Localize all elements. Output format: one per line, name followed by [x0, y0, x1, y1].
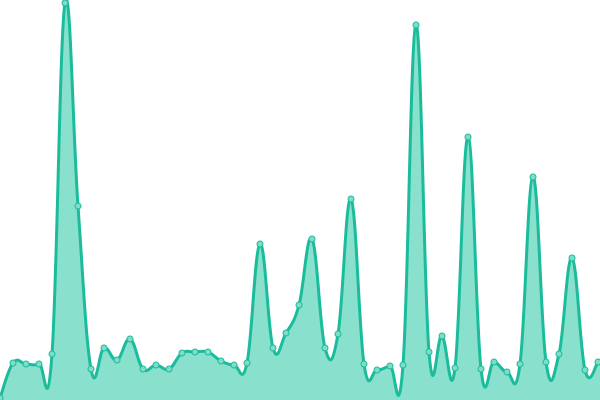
- data-point: [360, 360, 368, 368]
- data-point: [425, 348, 433, 356]
- data-point: [204, 348, 212, 356]
- data-point: [308, 235, 316, 243]
- data-point: [464, 133, 472, 141]
- data-point: [269, 344, 277, 352]
- data-point: [529, 173, 537, 181]
- data-point: [321, 344, 329, 352]
- data-point: [295, 301, 303, 309]
- data-point: [139, 365, 147, 373]
- data-point: [256, 240, 264, 248]
- data-point: [412, 21, 420, 29]
- data-point: [61, 0, 69, 7]
- data-point: [451, 364, 459, 372]
- data-point: [152, 361, 160, 369]
- data-point: [22, 360, 30, 368]
- data-point: [503, 368, 511, 376]
- data-point: [48, 350, 56, 358]
- data-point: [165, 365, 173, 373]
- data-point: [516, 360, 524, 368]
- data-point: [243, 359, 251, 367]
- data-point: [35, 360, 43, 368]
- data-point: [87, 365, 95, 373]
- data-point: [347, 195, 355, 203]
- data-point: [490, 358, 498, 366]
- data-point: [399, 361, 407, 369]
- data-point: [126, 335, 134, 343]
- data-point: [217, 357, 225, 365]
- data-point: [282, 329, 290, 337]
- data-point: [74, 202, 82, 210]
- data-point: [9, 359, 17, 367]
- data-point: [568, 254, 576, 262]
- data-point: [542, 358, 550, 366]
- data-point: [113, 356, 121, 364]
- data-point: [191, 348, 199, 356]
- data-point: [230, 361, 238, 369]
- data-point: [477, 365, 485, 373]
- data-point: [438, 332, 446, 340]
- data-point: [0, 394, 4, 400]
- data-point: [581, 366, 589, 374]
- data-point: [178, 349, 186, 357]
- data-point: [594, 358, 600, 366]
- data-point: [555, 350, 563, 358]
- data-point: [386, 362, 394, 370]
- data-point: [373, 366, 381, 374]
- data-point: [100, 344, 108, 352]
- data-point: [334, 330, 342, 338]
